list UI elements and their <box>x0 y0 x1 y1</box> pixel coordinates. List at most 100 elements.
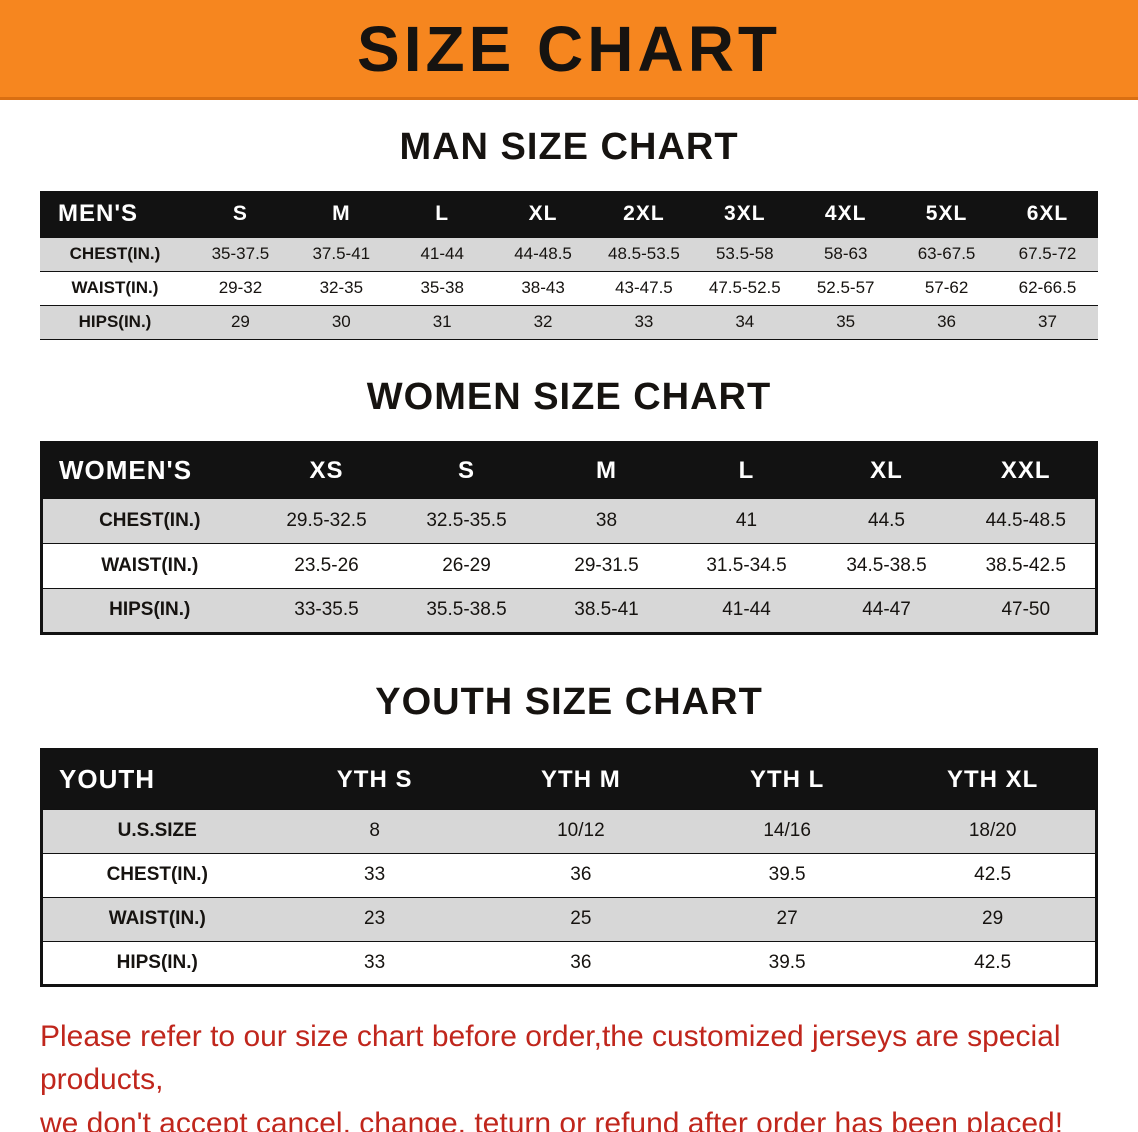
size-header-cell: YTH L <box>684 749 891 809</box>
table-row: WAIST(IN.) 29-32 32-35 35-38 38-43 43-47.5 47.… <box>40 271 1098 305</box>
value-cell: 29.5-32.5 <box>286 509 367 531</box>
row-label: CHEST(IN.) <box>99 509 201 531</box>
value-cell: 29 <box>982 908 1004 929</box>
size-header-cell: L <box>676 442 817 498</box>
table-title-cell: YOUTH <box>41 749 272 809</box>
value-cell: 44-48.5 <box>514 244 572 263</box>
value-cell: 41 <box>735 509 758 531</box>
value-cell: 35-37.5 <box>211 244 270 263</box>
value-cell: 31 <box>432 312 452 331</box>
value-cell: 32 <box>533 312 553 331</box>
value-cell: 14/16 <box>763 820 811 841</box>
row-label: HIPS(IN.) <box>109 599 191 620</box>
value-cell: 39.5 <box>768 864 806 885</box>
value-cell: 67.5-72 <box>1018 244 1077 263</box>
size-header-cell: XL <box>492 191 594 237</box>
table-row: HIPS(IN.) 29 30 31 32 33 34 35 36 37 <box>40 305 1098 339</box>
youth-size-table: YOUTH YTH S YTH M YTH L YTH XL U.S.SIZE 8 10/1… <box>40 747 1098 987</box>
women-table-header-row: WOMEN'S XS S M L XL XXL <box>41 442 1097 498</box>
value-cell: 47.5-52.5 <box>708 278 781 297</box>
value-cell: 32.5-35.5 <box>426 509 507 531</box>
value-cell: 27 <box>776 908 798 929</box>
youth-table-body: U.S.SIZE 8 10/12 14/16 18/20 CHEST(IN.) 33 36 39… <box>41 809 1097 985</box>
size-header-cell: M <box>536 442 677 498</box>
size-header-cell: YTH S <box>271 749 478 809</box>
size-header-cell: 3XL <box>694 191 796 237</box>
value-cell: 35.5-38.5 <box>426 599 507 620</box>
value-cell: 63-67.5 <box>917 244 976 263</box>
table-row: U.S.SIZE 8 10/12 14/16 18/20 <box>41 809 1097 853</box>
women-section-title: WOMEN SIZE CHART <box>366 375 772 418</box>
value-cell: 36 <box>570 951 592 973</box>
row-label: HIPS(IN.) <box>78 312 152 331</box>
value-cell: 18/20 <box>968 820 1017 841</box>
value-cell: 37 <box>1038 312 1057 331</box>
men-size-table: MEN'S S M L XL 2XL 3XL 4XL 5XL 6XL CHEST(IN.) 35-3… <box>40 191 1098 340</box>
value-cell: 39.5 <box>768 951 806 973</box>
value-cell: 52.5-57 <box>816 278 875 297</box>
men-size-chart-section: MAN SIZE CHART MEN'S S M L XL 2XL 3XL 4XL 5XL 6XL… <box>0 126 1138 340</box>
disclaimer-line-1: Please refer to our size chart before or… <box>40 1019 1061 1097</box>
value-cell: 42.5 <box>974 864 1012 885</box>
value-cell: 23.5-26 <box>294 554 359 576</box>
women-size-table: WOMEN'S XS S M L XL XXL CHEST(IN.) 29.5-32.5 32.… <box>40 440 1098 635</box>
men-table-header-row: MEN'S S M L XL 2XL 3XL 4XL 5XL 6XL <box>40 191 1098 237</box>
value-cell: 57-62 <box>924 278 969 297</box>
value-cell: 25 <box>570 908 592 929</box>
value-cell: 41-44 <box>420 244 464 263</box>
table-row: HIPS(IN.) 33 36 39.5 42.5 <box>41 941 1097 985</box>
value-cell: 34 <box>735 312 755 331</box>
value-cell: 44.5 <box>868 509 905 531</box>
size-header-cell: YTH M <box>477 749 684 809</box>
value-cell: 38 <box>595 509 618 531</box>
table-row: WAIST(IN.) 23.5-26 26-29 29-31.5 31.5-34.5 34… <box>41 543 1097 588</box>
table-row: CHEST(IN.) 29.5-32.5 32.5-35.5 38 41 44.5 44.5… <box>41 498 1097 543</box>
value-cell: 42.5 <box>974 951 1012 973</box>
value-cell: 47-50 <box>1001 599 1051 620</box>
size-header-cell: M <box>290 191 392 237</box>
size-header-cell: 6XL <box>997 191 1098 237</box>
value-cell: 62-66.5 <box>1018 278 1077 297</box>
value-cell: 29-31.5 <box>574 554 639 576</box>
table-row: WAIST(IN.) 23 25 27 29 <box>41 897 1097 941</box>
table-title-cell: MEN'S <box>40 191 190 237</box>
row-label: WAIST(IN.) <box>108 908 206 929</box>
youth-table-header-row: YOUTH YTH S YTH M YTH L YTH XL <box>41 749 1097 809</box>
value-cell: 38.5-41 <box>574 599 639 620</box>
value-cell: 36 <box>937 312 957 331</box>
table-row: HIPS(IN.) 33-35.5 35.5-38.5 38.5-41 41-44 44-… <box>41 588 1097 633</box>
value-cell: 44-47 <box>862 599 911 620</box>
value-cell: 36 <box>570 864 592 885</box>
value-cell: 29 <box>230 312 250 331</box>
value-cell: 31.5-34.5 <box>706 554 787 576</box>
row-label: CHEST(IN.) <box>69 244 161 263</box>
size-header-cell: XL <box>816 442 957 498</box>
value-cell: 33 <box>364 864 386 885</box>
value-cell: 38.5-42.5 <box>985 554 1066 576</box>
value-cell: 37.5-41 <box>312 244 371 263</box>
size-header-cell: S <box>396 442 537 498</box>
size-header-cell: S <box>190 191 291 237</box>
value-cell: 38-43 <box>521 278 565 297</box>
value-cell: 53.5-58 <box>715 244 774 263</box>
row-label: U.S.SIZE <box>117 820 197 841</box>
row-label: CHEST(IN.) <box>106 864 208 885</box>
size-chart-title: SIZE CHART <box>357 12 781 85</box>
value-cell: 29-32 <box>218 278 263 297</box>
value-cell: 26-29 <box>442 554 491 576</box>
youth-section-title: YOUTH SIZE CHART <box>375 680 763 723</box>
value-cell: 33 <box>364 951 386 973</box>
value-cell: 32-35 <box>319 278 364 297</box>
table-row: CHEST(IN.) 35-37.5 37.5-41 41-44 44-48.5 48.5… <box>40 237 1098 271</box>
table-row: CHEST(IN.) 33 36 39.5 42.5 <box>41 853 1097 897</box>
women-size-chart-section: WOMEN SIZE CHART WOMEN'S XS S M L XL XXL CHEST… <box>0 376 1138 635</box>
row-label: WAIST(IN.) <box>101 554 199 576</box>
value-cell: 43-47.5 <box>615 278 673 297</box>
value-cell: 48.5-53.5 <box>608 244 680 263</box>
disclaimer-text: Please refer to our size chart before or… <box>40 1015 1098 1132</box>
value-cell: 8 <box>369 820 380 841</box>
row-label: WAIST(IN.) <box>71 278 159 297</box>
size-header-cell: XS <box>256 442 397 498</box>
men-section-title: MAN SIZE CHART <box>399 126 739 168</box>
value-cell: 33 <box>634 312 654 331</box>
